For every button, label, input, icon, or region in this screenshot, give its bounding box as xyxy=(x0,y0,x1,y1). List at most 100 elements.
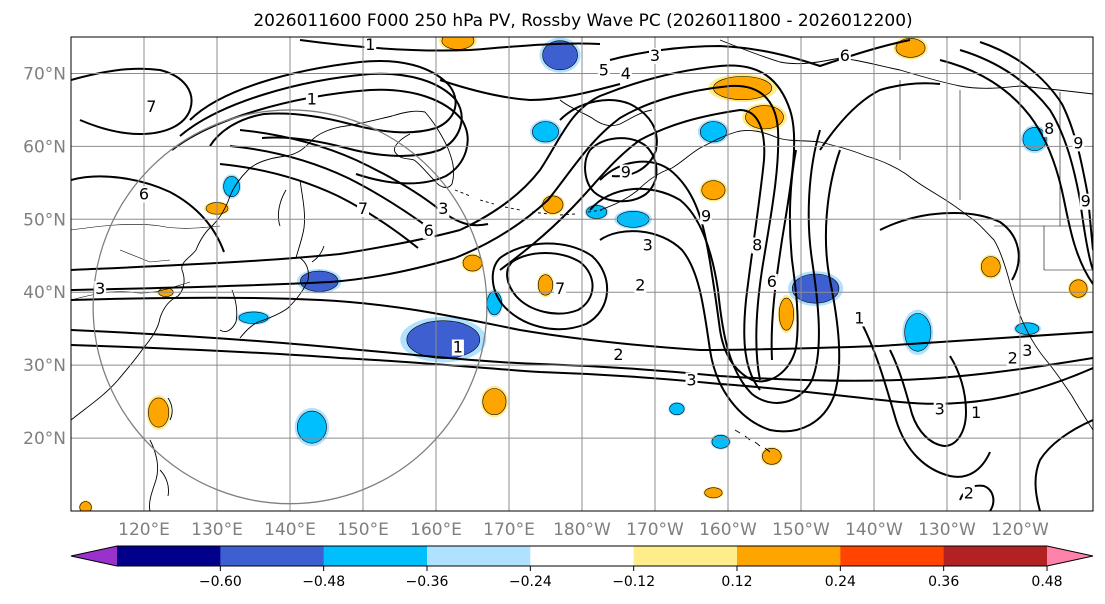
colorbar-tick-label: −0.48 xyxy=(302,574,345,590)
contour-label: 3 xyxy=(95,279,105,298)
pv-contour-8 xyxy=(499,108,766,391)
contour-label-bg xyxy=(962,485,975,502)
colorbar-tick-label: 0.36 xyxy=(928,574,959,590)
contour-label-bg xyxy=(649,47,661,64)
pv-contour-21 xyxy=(71,175,225,253)
colorbar-tick-label: −0.60 xyxy=(199,574,242,590)
pc-anomaly xyxy=(697,119,729,145)
colorbar: −0.60 −0.48 −0.36 −0.24 −0.12 0.12 0.24 0.36 0.4… xyxy=(70,545,1094,590)
pc-anomaly-core xyxy=(441,37,475,50)
contour-label: 9 xyxy=(1081,192,1091,211)
pc-anomaly xyxy=(294,407,330,447)
pc-anomaly xyxy=(979,254,1002,279)
pv-contour-33 xyxy=(299,39,601,52)
lon-tick-label: 150°E xyxy=(337,520,389,540)
contour-label: 6 xyxy=(767,272,777,291)
map-frame xyxy=(70,36,1094,512)
contour-label-bg xyxy=(94,281,107,298)
pc-anomaly-peak xyxy=(305,274,333,289)
pv-contour-4 xyxy=(71,229,461,271)
pc-anomaly-core xyxy=(482,388,507,416)
longitude-labels: 120°E 130°E 140°E 150°E 160°E 170°E 180°W 170°W… xyxy=(118,520,1049,540)
contour-label: 7 xyxy=(146,97,156,116)
colorbar-segment xyxy=(737,546,841,566)
pc-anomaly xyxy=(236,310,271,325)
contour-label-bg xyxy=(619,164,632,181)
pc-anomaly xyxy=(1013,321,1042,336)
pc-anomaly-core xyxy=(223,175,240,198)
coastline-japan xyxy=(239,245,325,339)
pc-anomaly-core xyxy=(904,313,932,352)
contour-label: 4 xyxy=(621,64,631,83)
colorbar-segment xyxy=(633,546,738,566)
contour-label-bg xyxy=(1043,120,1056,137)
colorbar-segment xyxy=(323,546,428,566)
lat-tick-label: 60°N xyxy=(23,137,66,157)
latitude-labels: 70°N 60°N 50°N 40°N 30°N 20°N xyxy=(23,64,66,449)
pv-contour-35 xyxy=(439,79,621,102)
contour-label: 6 xyxy=(424,221,434,240)
pv-contour-13 xyxy=(599,149,841,433)
colorbar-tick-label: 0.12 xyxy=(721,574,752,590)
lon-tick-label: 130°E xyxy=(191,520,243,540)
contour-label: 2 xyxy=(964,483,974,502)
contour-label: 1 xyxy=(307,90,317,109)
colorbar-tick-label: −0.36 xyxy=(406,574,449,590)
colorbar-tick-label: −0.12 xyxy=(612,574,655,590)
contour-label-bg xyxy=(1006,350,1019,367)
colorbar-segment xyxy=(117,546,221,566)
contour-label-bg xyxy=(619,66,632,83)
lon-tick-label: 140°W xyxy=(845,520,903,540)
lat-tick-label: 20°N xyxy=(23,429,66,449)
pv-contour-29 xyxy=(889,349,968,448)
pv-contour-23 xyxy=(584,137,658,203)
contour-label-bg xyxy=(685,372,698,389)
contour-label-bg xyxy=(853,310,866,327)
lon-tick-label: 130°W xyxy=(918,520,976,540)
pv-contour-1 xyxy=(71,296,1093,352)
contour-label-bg xyxy=(422,222,435,239)
pc-anomaly-core xyxy=(699,121,727,143)
coastline-aleutians xyxy=(454,189,603,216)
pc-anomaly xyxy=(78,500,93,511)
contour-label: 1 xyxy=(453,338,463,357)
contour-label: 8 xyxy=(1044,119,1054,138)
contour-label: 3 xyxy=(686,370,696,389)
pv-contour-22 xyxy=(559,99,658,178)
contour-label-bg xyxy=(597,62,610,79)
graticule xyxy=(71,37,1093,511)
colorbar-extend-low xyxy=(71,546,117,566)
pc-anomaly xyxy=(760,446,783,466)
pc-anomaly xyxy=(540,194,565,216)
lat-tick-label: 50°N xyxy=(23,210,66,230)
pc-anomaly-peak xyxy=(547,45,573,65)
contour-label: 6 xyxy=(840,46,850,65)
contour-label: 3 xyxy=(935,400,945,419)
contour-label-bg xyxy=(765,273,778,290)
contour-label: 3 xyxy=(1022,341,1032,360)
pc-anomaly-core xyxy=(1069,279,1088,298)
pc-anomaly xyxy=(902,309,934,356)
pv-contour-25 xyxy=(959,49,1093,271)
pc-anomaly xyxy=(480,385,509,418)
contour-label-bg xyxy=(1072,135,1085,152)
colorbar-segment xyxy=(530,546,635,566)
contour-label: 6 xyxy=(139,184,149,203)
contour-label: 7 xyxy=(555,279,565,298)
lat-tick-label: 30°N xyxy=(23,356,66,376)
contour-label-bg xyxy=(145,98,158,115)
contour-label: 2 xyxy=(1008,349,1018,368)
pc-anomaly xyxy=(777,294,796,334)
pv-contour-24 xyxy=(939,59,1093,285)
lat-tick-label: 40°N xyxy=(23,283,66,303)
pc-anomaly xyxy=(699,178,728,202)
pc-anomaly xyxy=(438,37,477,52)
lon-tick-label: 150°W xyxy=(772,520,830,540)
pv-contour-28 xyxy=(879,211,1020,281)
colorbar-tick-label: 0.24 xyxy=(825,574,856,590)
pc-anomaly xyxy=(703,486,724,499)
pc-anomaly-core xyxy=(711,434,730,449)
lat-tick-label: 70°N xyxy=(23,64,66,84)
